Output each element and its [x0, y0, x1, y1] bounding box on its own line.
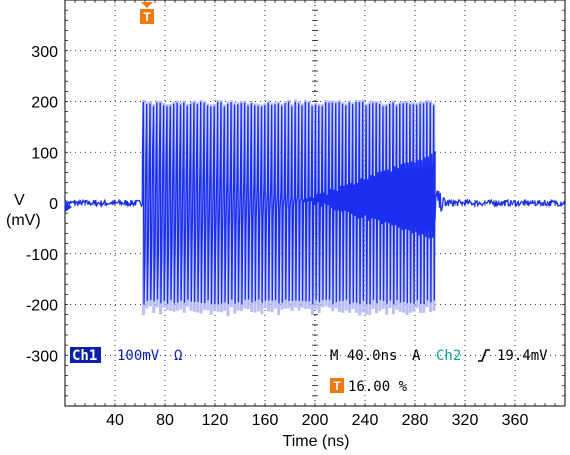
x-tick-label: 280 — [402, 412, 429, 429]
x-tick-label: 40 — [106, 412, 124, 429]
signal-trace — [64, 101, 566, 305]
trigger-level: 19.4mV — [497, 348, 548, 364]
x-tick-label: 120 — [202, 412, 229, 429]
timebase-readout[interactable]: M 40.0ns A Ch2 19.4mV — [330, 348, 548, 364]
zero-level-marker[interactable] — [65, 202, 72, 212]
trigger-position-marker[interactable]: T — [140, 2, 154, 24]
x-tick-label: 360 — [502, 412, 529, 429]
y-tick-label: 100 — [31, 145, 58, 162]
y-tick-labels: 300 200 100 0 -100 -200 -300 — [26, 44, 58, 366]
x-axis-title: Time (ns) — [283, 433, 350, 450]
x-tick-label: 80 — [156, 412, 174, 429]
x-tick-label: 320 — [452, 412, 479, 429]
trigger-position-value: 16.00 % — [348, 379, 408, 395]
y-tick-label: -100 — [26, 247, 58, 264]
timebase-value: M 40.0ns — [330, 348, 397, 364]
y-tick-label: -200 — [26, 298, 58, 315]
acquisition-mode: A — [412, 348, 421, 364]
channel-readout[interactable]: Ch1 100mV Ω — [70, 347, 182, 364]
x-tick-label: 240 — [352, 412, 379, 429]
x-tick-labels: 40 80 120 160 200 240 280 320 360 — [106, 412, 528, 429]
x-tick-label: 160 — [252, 412, 279, 429]
y-tick-label: 200 — [31, 95, 58, 112]
x-tick-label: 200 — [302, 412, 329, 429]
trigger-position-icon-label: T — [333, 379, 341, 393]
signal-waveform — [64, 101, 566, 305]
y-tick-label: -300 — [26, 348, 58, 365]
y-axis-title-line1: V — [14, 192, 25, 209]
y-tick-label: 0 — [49, 196, 58, 213]
trigger-position-readout[interactable]: T 16.00 % — [330, 378, 408, 395]
channel-scale: 100mV — [117, 348, 160, 364]
y-tick-label: 300 — [31, 44, 58, 61]
rising-edge-icon — [478, 349, 490, 362]
y-axis-title-line2: (mV) — [6, 212, 41, 229]
channel-badge[interactable] — [70, 347, 101, 363]
channel-badge-label: Ch1 — [72, 348, 97, 364]
channel-impedance: Ω — [174, 348, 182, 364]
trigger-marker-label: T — [143, 10, 151, 24]
trigger-channel: Ch2 — [436, 348, 461, 364]
